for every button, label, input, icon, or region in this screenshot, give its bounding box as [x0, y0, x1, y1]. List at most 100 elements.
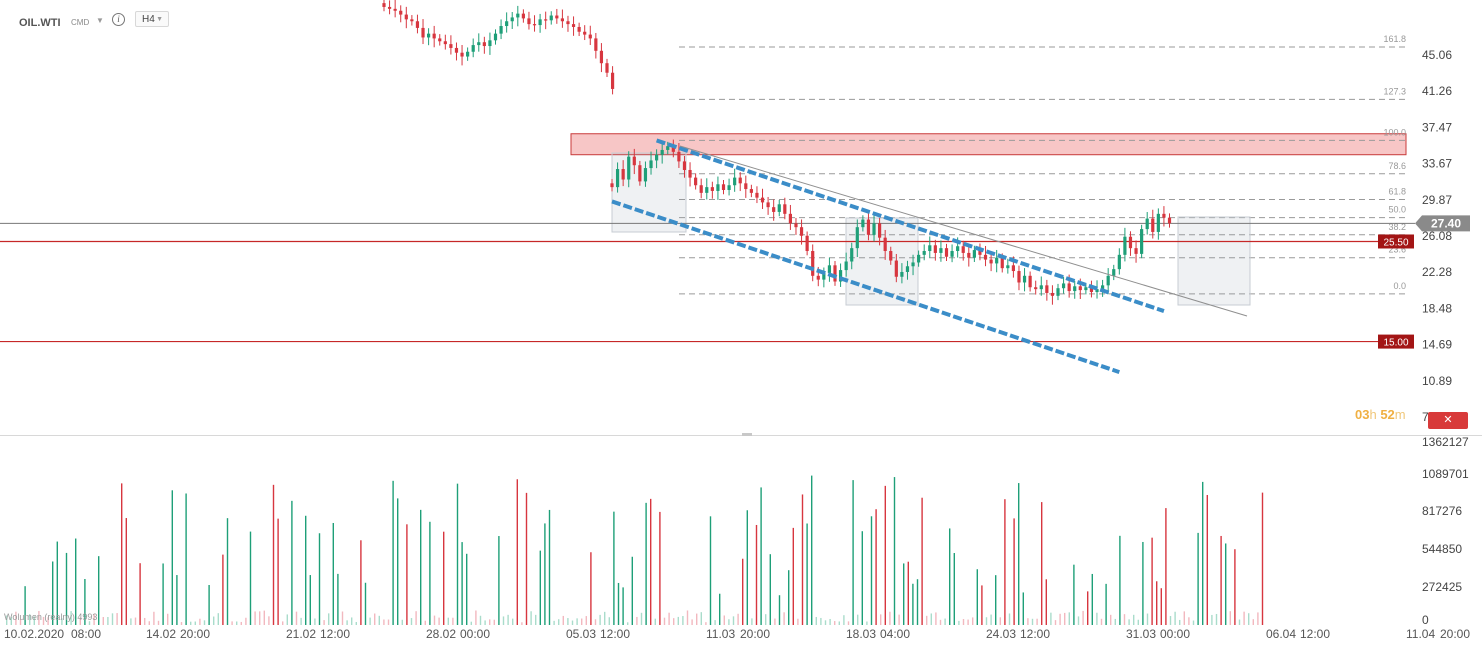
volume-bar	[1252, 619, 1254, 625]
volume-bar	[594, 619, 597, 625]
volume-bar	[884, 485, 886, 625]
volume-bar	[56, 541, 58, 625]
candle-countdown: 03h 52m	[1355, 407, 1406, 422]
volume-bar	[1257, 612, 1259, 625]
consolidation-box	[611, 152, 687, 233]
volume-tick-label: 1089701	[1422, 467, 1469, 481]
candle-body	[677, 151, 681, 162]
volume-bar	[516, 479, 518, 625]
volume-bar	[314, 618, 316, 625]
fib-level-label: 100.0	[1383, 127, 1406, 137]
timeframe-select[interactable]: H4 ▼	[135, 11, 169, 27]
volume-bar	[967, 619, 969, 625]
volume-bar	[171, 490, 173, 625]
y-tick-label: 22.28	[1422, 265, 1452, 279]
volume-bar	[567, 618, 569, 625]
candle-body	[738, 177, 742, 184]
volume-bar	[493, 619, 495, 625]
volume-bar	[654, 618, 656, 625]
candle-body	[922, 251, 926, 255]
countdown-hours-unit: h	[1369, 407, 1377, 422]
volume-bar	[1073, 564, 1075, 625]
volume-bar	[760, 487, 762, 625]
candle-body	[1045, 285, 1049, 293]
volume-bar	[811, 475, 813, 625]
volume-bar	[907, 561, 909, 625]
close-position-button[interactable]: ✕	[1428, 412, 1468, 429]
volume-bar	[659, 511, 661, 625]
volume-bar	[981, 585, 983, 625]
candle-body	[399, 10, 403, 15]
volume-bar	[696, 613, 698, 625]
volume-bar	[912, 583, 914, 625]
volume-bar	[489, 619, 491, 625]
volume-bar	[1041, 502, 1043, 625]
candle-body	[866, 219, 871, 235]
volume-bar	[475, 610, 477, 625]
candle-body	[1006, 265, 1010, 269]
candle-body	[816, 275, 820, 280]
volume-bar	[190, 621, 192, 625]
volume-bar	[691, 619, 693, 625]
volume-bar	[194, 621, 196, 625]
volume-bar	[903, 563, 905, 625]
volume-bar	[857, 614, 859, 625]
volume-bar	[470, 621, 472, 625]
candle-body	[1028, 275, 1032, 288]
volume-bar	[75, 538, 77, 625]
volume-bar	[1082, 610, 1084, 625]
volume-bar	[401, 619, 403, 625]
candle-body	[516, 13, 520, 18]
symbol-label[interactable]: OIL.WTI	[19, 17, 61, 29]
volume-bar	[24, 586, 26, 625]
candle-body	[466, 51, 470, 57]
candle-body	[799, 227, 804, 236]
volume-bar	[990, 614, 992, 625]
volume-bar	[1031, 618, 1034, 625]
x-tick-label: 10.02.2020	[4, 627, 64, 641]
volume-bar	[995, 575, 997, 625]
candle-body	[705, 187, 709, 193]
volume-bar	[277, 518, 279, 625]
candle-body	[1089, 287, 1094, 293]
candle-body	[1145, 218, 1149, 230]
volume-bar	[962, 619, 965, 625]
candle-body	[933, 245, 937, 253]
volume-bar	[953, 553, 955, 625]
volume-bar	[286, 614, 288, 625]
volume-bar	[157, 620, 160, 625]
volume-bar	[1188, 617, 1190, 625]
x-tick-label: 18.03	[846, 627, 876, 641]
candle-body	[811, 251, 815, 276]
x-tick-label: 31.03	[1126, 627, 1156, 641]
level-price-label: 25.50	[1383, 237, 1408, 248]
volume-bar	[332, 522, 334, 625]
candle-body	[1039, 285, 1043, 290]
volume-bar	[29, 614, 31, 625]
volume-bar	[916, 579, 919, 625]
volume-bar	[604, 611, 606, 625]
volume-bar	[1087, 591, 1089, 625]
consolidation-box	[1177, 216, 1251, 306]
volume-bar	[447, 617, 449, 625]
candle-body	[549, 15, 553, 21]
volume-bar	[728, 619, 730, 625]
info-icon[interactable]: i	[112, 13, 125, 26]
volume-bar	[42, 616, 45, 625]
candle-body	[978, 250, 982, 255]
volume-bar	[737, 613, 739, 625]
volume-bar	[1215, 613, 1218, 625]
volume-bar	[1114, 618, 1116, 625]
volume-bar	[38, 610, 40, 625]
volume-bar	[581, 618, 583, 625]
volume-bar	[631, 556, 633, 625]
candle-body	[967, 252, 971, 258]
candle-body	[850, 248, 854, 262]
candle-body	[872, 223, 876, 235]
volume-bar	[10, 616, 12, 625]
candle-body	[632, 156, 636, 166]
chevron-down-icon[interactable]: ▼	[96, 16, 104, 25]
volume-bar	[673, 618, 675, 625]
volume-bar	[47, 617, 49, 625]
